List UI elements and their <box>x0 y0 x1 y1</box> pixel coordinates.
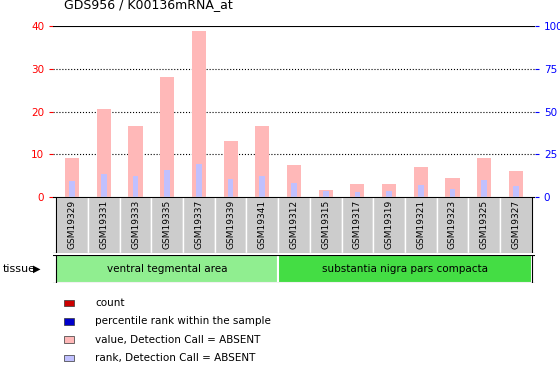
Bar <box>445 178 460 197</box>
Text: GSM19327: GSM19327 <box>511 200 520 249</box>
Text: ▶: ▶ <box>32 264 40 274</box>
Bar <box>183 197 215 253</box>
Bar <box>278 255 531 283</box>
Bar <box>120 197 151 253</box>
Bar <box>418 185 423 197</box>
Bar <box>323 191 329 197</box>
Bar <box>97 110 111 197</box>
Bar <box>223 141 238 197</box>
Bar <box>450 189 455 197</box>
Bar <box>228 179 234 197</box>
Bar <box>386 191 392 197</box>
Text: GSM19337: GSM19337 <box>194 200 203 249</box>
Bar <box>65 159 80 197</box>
Bar <box>373 197 405 253</box>
Bar <box>500 197 531 253</box>
Bar <box>354 192 360 197</box>
Bar <box>278 197 310 253</box>
Bar <box>310 197 342 253</box>
Bar <box>319 190 333 197</box>
Text: GSM19312: GSM19312 <box>290 200 298 249</box>
Text: count: count <box>95 298 125 308</box>
Text: GSM19335: GSM19335 <box>163 200 172 249</box>
Bar <box>128 126 143 197</box>
Text: GSM19333: GSM19333 <box>131 200 140 249</box>
Bar <box>287 165 301 197</box>
Bar <box>382 184 396 197</box>
Bar <box>57 255 278 283</box>
Bar <box>192 30 206 197</box>
Text: GSM19321: GSM19321 <box>416 200 425 249</box>
Bar <box>101 174 107 197</box>
Text: ventral tegmental area: ventral tegmental area <box>107 264 227 274</box>
Bar <box>196 165 202 197</box>
Bar <box>151 197 183 253</box>
Text: GSM19323: GSM19323 <box>448 200 457 249</box>
Text: rank, Detection Call = ABSENT: rank, Detection Call = ABSENT <box>95 353 255 363</box>
Bar <box>165 170 170 197</box>
Bar <box>405 197 437 253</box>
Bar <box>69 181 75 197</box>
Bar <box>133 176 138 197</box>
Text: GSM19339: GSM19339 <box>226 200 235 249</box>
Bar <box>481 180 487 197</box>
Bar <box>215 197 246 253</box>
Bar <box>291 183 297 197</box>
Bar <box>160 78 174 197</box>
Bar <box>513 186 519 197</box>
Text: GSM19317: GSM19317 <box>353 200 362 249</box>
Text: GSM19329: GSM19329 <box>68 200 77 249</box>
Text: GDS956 / K00136mRNA_at: GDS956 / K00136mRNA_at <box>64 0 233 11</box>
Text: substantia nigra pars compacta: substantia nigra pars compacta <box>322 264 488 274</box>
Text: tissue: tissue <box>3 264 36 274</box>
Bar <box>468 197 500 253</box>
Text: GSM19331: GSM19331 <box>99 200 109 249</box>
Text: value, Detection Call = ABSENT: value, Detection Call = ABSENT <box>95 335 260 345</box>
Bar <box>508 171 523 197</box>
Bar <box>342 197 373 253</box>
Bar <box>350 184 365 197</box>
Bar <box>57 197 88 253</box>
Bar <box>259 176 265 197</box>
Bar <box>437 197 468 253</box>
Bar <box>246 197 278 253</box>
Text: GSM19315: GSM19315 <box>321 200 330 249</box>
Text: GSM19341: GSM19341 <box>258 200 267 249</box>
Text: percentile rank within the sample: percentile rank within the sample <box>95 316 271 326</box>
Text: GSM19319: GSM19319 <box>385 200 394 249</box>
Bar <box>477 159 491 197</box>
Bar <box>255 126 269 197</box>
Bar <box>88 197 120 253</box>
Bar <box>414 167 428 197</box>
Text: GSM19325: GSM19325 <box>479 200 489 249</box>
